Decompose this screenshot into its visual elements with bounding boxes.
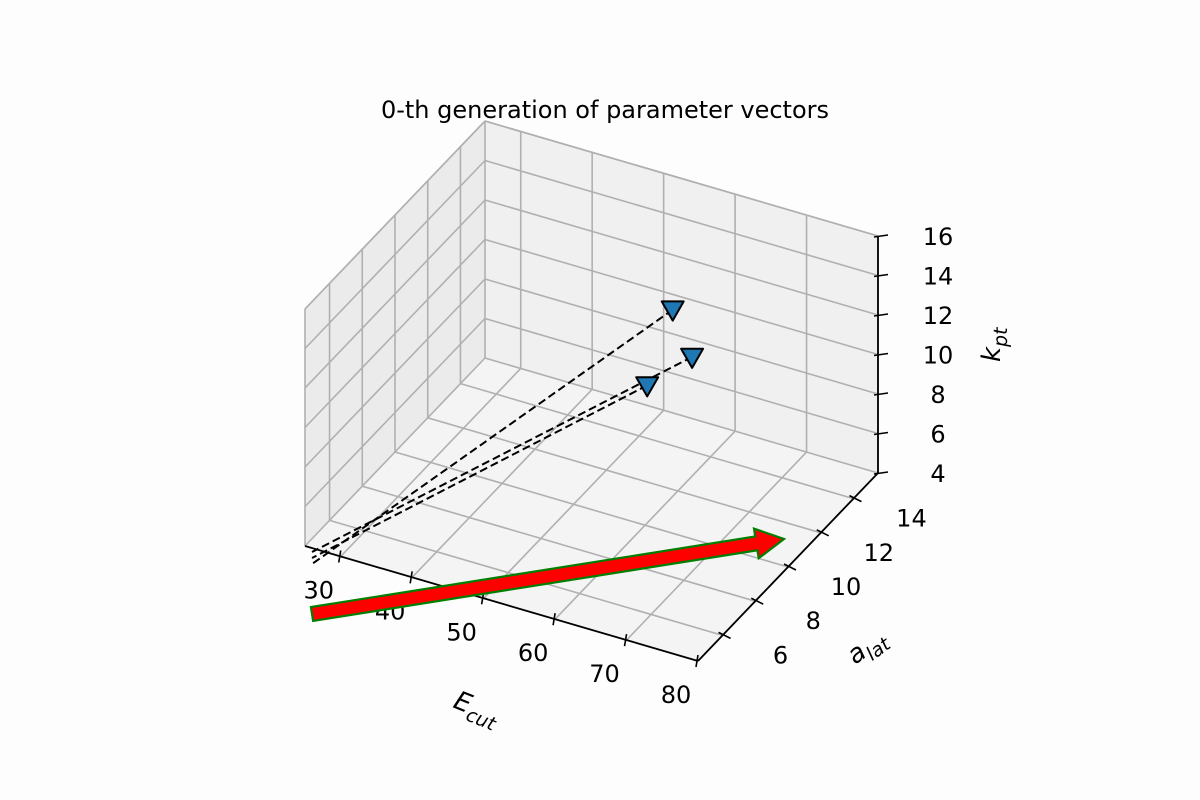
trajectory-line-1 — [311, 384, 648, 559]
z-tick-4 — [873, 313, 889, 317]
y-tick-2 — [783, 563, 797, 571]
x-tick-label-0: 30 — [303, 576, 334, 604]
data-point-1 — [635, 376, 660, 398]
arrow-shape — [309, 526, 787, 623]
y-tick-label-0: 6 — [773, 641, 788, 669]
trajectory-lines — [311, 308, 693, 565]
grid-z-back-3 — [484, 238, 879, 356]
x-tick-label-4: 70 — [589, 660, 620, 688]
y-tick-4 — [849, 494, 862, 503]
trajectory-line-2 — [311, 308, 674, 565]
grid-z-side-3 — [304, 238, 486, 429]
chart-title: 0-th generation of parameter vectors — [381, 96, 829, 124]
data-point-2 — [660, 300, 685, 322]
z-tick-label-2: 8 — [930, 381, 945, 409]
z-axis-label: kpt — [977, 326, 1012, 362]
x-axis-label-sub: cut — [463, 704, 500, 736]
x-tick-4 — [623, 633, 628, 647]
x-axis-label: Ecut — [448, 686, 506, 736]
z-tick-3 — [873, 352, 889, 357]
grid-z-back-4 — [484, 199, 879, 316]
pane-edge-0 — [304, 120, 486, 310]
x-tick-1 — [409, 571, 413, 584]
z-tick-label-4: 12 — [923, 302, 954, 330]
x-axis-line — [304, 545, 699, 662]
z-tick-0 — [873, 471, 889, 475]
y-tick-label-3: 12 — [863, 539, 894, 567]
z-tick-label-1: 6 — [930, 421, 945, 449]
z-tick-label-0: 4 — [930, 460, 945, 488]
y-tick-label-2: 10 — [831, 573, 862, 601]
grid-z-back-1 — [484, 317, 879, 435]
grid-z-side-2 — [304, 278, 486, 468]
grid-z-side-5 — [304, 159, 486, 350]
data-point-0 — [680, 347, 705, 369]
x-tick-3 — [552, 613, 556, 626]
y-tick-label-1: 8 — [806, 607, 821, 635]
z-tick-1 — [873, 431, 889, 436]
grid-z-side-0 — [304, 357, 486, 547]
z-tick-label-3: 10 — [923, 342, 954, 370]
z-tick-5 — [873, 273, 889, 278]
z-tick-label-6: 16 — [923, 223, 954, 251]
grid-y-floor-1 — [362, 485, 756, 602]
z-tick-2 — [873, 392, 889, 396]
pane-edge-1 — [484, 120, 879, 237]
y-axis-line — [697, 472, 879, 662]
direction-arrow — [309, 526, 787, 623]
y-tick-3 — [816, 529, 830, 537]
grid-z-back-5 — [484, 159, 879, 277]
y-tick-1 — [750, 597, 764, 605]
grid-z-side-4 — [304, 199, 486, 389]
y-tick-label-4: 14 — [896, 505, 927, 533]
x-tick-label-5: 80 — [661, 681, 692, 709]
grid-z-back-0 — [484, 357, 879, 474]
x-tick-label-3: 60 — [518, 639, 549, 667]
z-tick-6 — [873, 234, 889, 238]
x-tick-5 — [695, 654, 699, 668]
grid-z-side-1 — [304, 317, 486, 508]
grid-z-back-2 — [484, 278, 879, 395]
grid-y-floor-4 — [460, 382, 854, 500]
z-axis-label-main: k — [977, 346, 1007, 362]
data-markers — [635, 300, 705, 398]
z-tick-label-5: 14 — [923, 263, 954, 291]
grid-lines — [304, 120, 879, 662]
z-axis-label-sub: pt — [990, 326, 1012, 348]
y-axis-label: alat — [841, 622, 895, 675]
y-tick-0 — [718, 631, 731, 640]
x-tick-0 — [337, 550, 342, 563]
x-tick-label-2: 50 — [446, 618, 477, 646]
